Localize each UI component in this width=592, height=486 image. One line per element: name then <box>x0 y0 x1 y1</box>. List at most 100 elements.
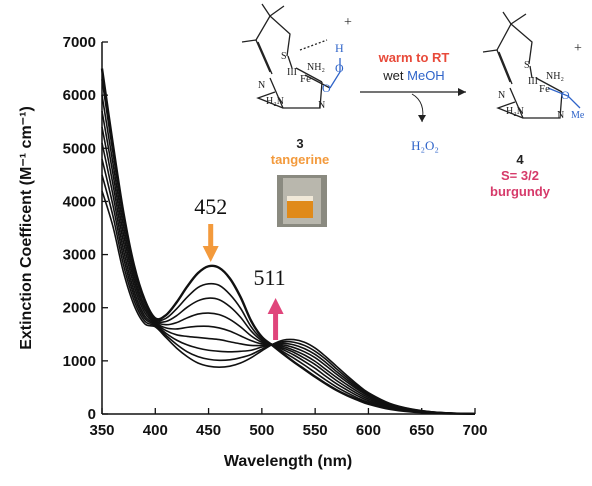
complex3-imine <box>255 39 271 73</box>
complex3-methyls <box>261 3 285 17</box>
complex4-s: S <box>524 60 530 71</box>
series-line-6 <box>101 142 476 415</box>
series-line-2 <box>101 79 476 415</box>
complex4-charge: + <box>574 41 582 56</box>
vial-photo <box>277 175 327 227</box>
y-tick-label: 7000 <box>63 34 96 51</box>
complex3-charge: + <box>344 15 352 30</box>
y-tick-label: 3000 <box>63 247 96 264</box>
x-tick-label: 650 <box>409 422 434 439</box>
byproduct-label: H₂O₂ <box>411 138 439 153</box>
annotation-452: 452 <box>194 194 227 262</box>
axis-ticks: 350 400 450 500 550 600 650 7000100020003000400… <box>63 34 488 439</box>
complex3-n: N <box>258 80 265 91</box>
complex3-o2: O <box>322 81 331 95</box>
peak-label-511: 511 <box>253 265 285 290</box>
complex3-bond-s <box>287 55 293 69</box>
complex4-n2: N <box>557 110 564 121</box>
arrow-condition-top: warm to RT <box>378 50 450 65</box>
series-line-5 <box>101 126 476 415</box>
complex3-oxidation: III <box>287 67 297 78</box>
down-arrow-icon <box>202 224 219 262</box>
peak-label-452: 452 <box>194 194 227 219</box>
x-tick-label: 600 <box>356 422 381 439</box>
complex-3-structure <box>241 3 341 109</box>
complex3-ring <box>269 77 323 109</box>
complex3-ooh <box>329 58 341 89</box>
complex3-n2: N <box>318 100 325 111</box>
spectral-series <box>100 68 476 416</box>
series-line-8 <box>101 174 476 415</box>
x-tick-label: 700 <box>462 422 487 439</box>
arrow-condition-wet: wet <box>382 68 407 83</box>
complex3-backbone <box>255 14 291 57</box>
arrow-condition-solvent: MeOH <box>407 68 445 83</box>
series-line-7 <box>101 158 476 415</box>
complex4-number: 4 <box>516 152 524 167</box>
complex4-ring <box>509 87 563 119</box>
plot-frame <box>101 42 475 415</box>
complex3-hbond <box>299 39 328 51</box>
complex3-s: S <box>281 51 287 62</box>
complex4-bond-n <box>535 77 563 93</box>
reaction-scheme: S H O O III Fe NH₂ N H₂N N + 3 tangerine… <box>241 3 585 227</box>
complex3-h2n: H₂N <box>266 96 284 107</box>
complex-4-structure <box>482 11 581 119</box>
y-tick-label: 2000 <box>63 300 96 317</box>
x-tick-label: 550 <box>303 422 328 439</box>
x-tick-label: 500 <box>249 422 274 439</box>
y-axis-title: Extinction Coefficent (M⁻¹ cm⁻¹) <box>18 106 35 350</box>
arrow-condition-bottom: wet MeOH <box>382 68 444 83</box>
series-line-9 <box>101 190 476 415</box>
x-tick-label: 350 <box>89 422 114 439</box>
complex4-o: O <box>561 88 570 102</box>
complex3-number: 3 <box>296 136 303 151</box>
x-axis-title: Wavelength (nm) <box>224 453 352 470</box>
complex3-imine-double <box>257 41 273 75</box>
series-line-1 <box>100 68 476 416</box>
reaction-arrow: warm to RT wet MeOH H₂O₂ <box>360 50 466 153</box>
complex4-methyl-left <box>482 49 498 53</box>
complex4-ome <box>547 87 581 109</box>
complex4-h2n: H₂N <box>506 106 524 117</box>
vial-photo-meniscus <box>287 196 313 201</box>
byproduct-arrow-head-icon <box>418 115 426 122</box>
complex4-spin: S= 3/2 <box>501 168 539 183</box>
y-tick-label: 6000 <box>63 87 96 104</box>
arrow-head-icon <box>458 88 466 96</box>
complex3-nh2: NH₂ <box>307 62 325 73</box>
complex4-imine-double <box>498 51 513 85</box>
y-tick-label: 5000 <box>63 140 96 157</box>
x-tick-label: 400 <box>143 422 168 439</box>
y-tick-label: 0 <box>88 406 96 423</box>
up-arrow-icon <box>267 298 284 340</box>
complex3-methyl-left <box>241 39 257 43</box>
complex3-color-name: tangerine <box>271 152 330 167</box>
complex3-fe: Fe <box>300 73 311 85</box>
complex4-oxidation: III <box>528 76 538 87</box>
series-line-3 <box>101 95 476 415</box>
complex4-bond-s <box>529 65 533 79</box>
complex3-bond-n <box>295 67 323 83</box>
complex4-n: N <box>498 90 505 101</box>
series-line-4 <box>101 110 476 415</box>
y-tick-label: 1000 <box>63 353 96 370</box>
annotation-511: 511 <box>253 265 286 340</box>
complex4-backbone <box>496 22 533 65</box>
x-tick-label: 450 <box>196 422 221 439</box>
complex4-methyls <box>502 11 527 25</box>
arrow-511-head <box>267 298 284 314</box>
arrow-452-head <box>202 246 219 262</box>
complex3-ring2 <box>256 91 284 109</box>
vial-photo-liquid <box>287 200 313 218</box>
complex4-me: Me <box>571 110 585 121</box>
complex4-imine <box>496 49 511 83</box>
complex4-color-name: burgundy <box>490 184 551 199</box>
complex4-ring2 <box>496 101 524 119</box>
complex4-fe: Fe <box>539 83 550 95</box>
complex4-nh2: NH₂ <box>546 71 564 82</box>
complex3-h: H <box>335 41 344 55</box>
complex3-fe-o <box>304 74 331 89</box>
